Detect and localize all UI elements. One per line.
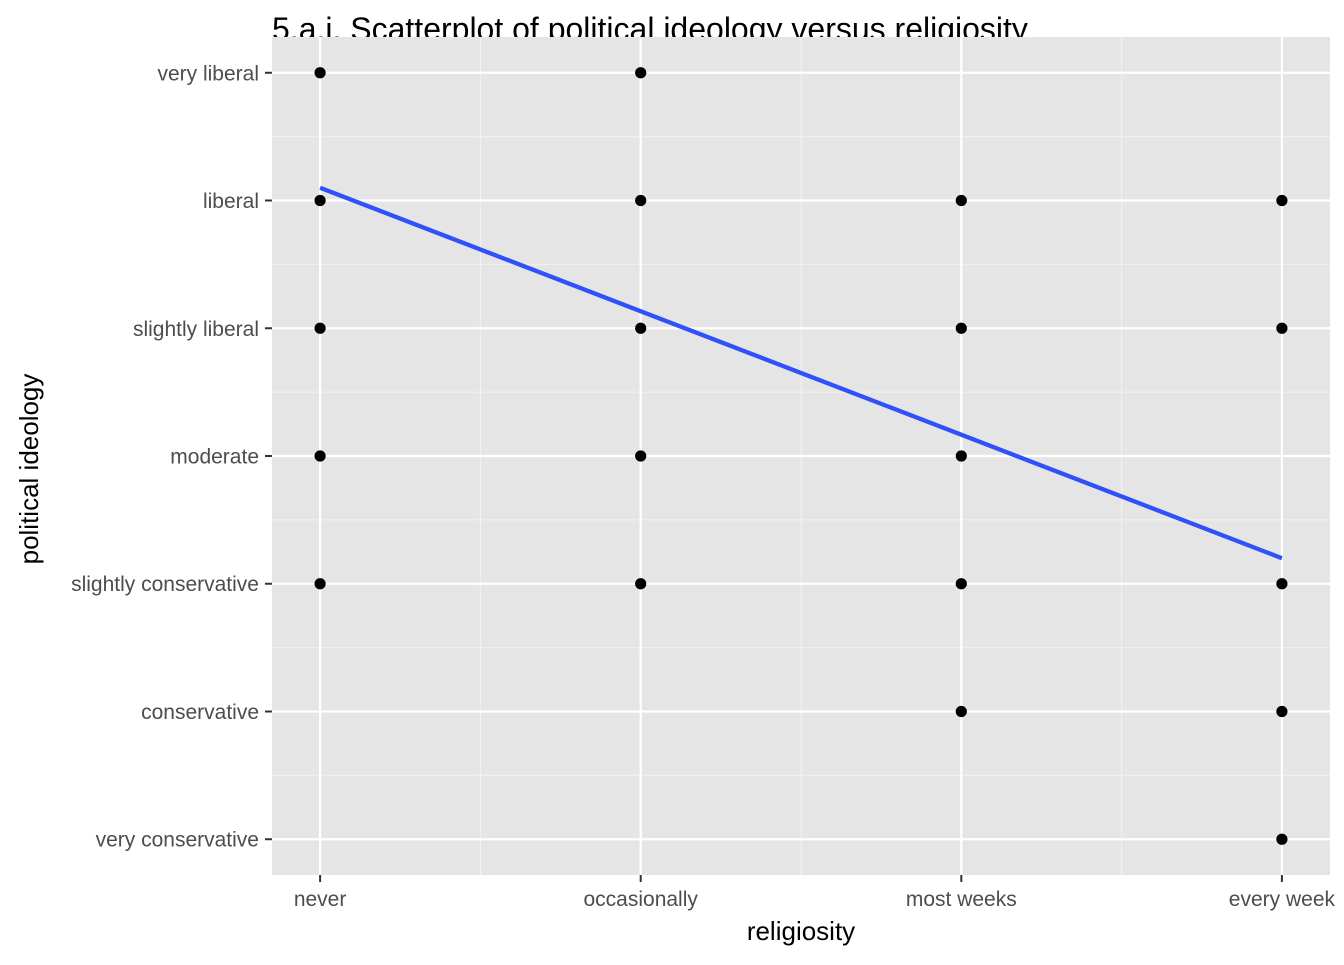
y-tick-label-very-liberal: very liberal: [157, 62, 259, 85]
data-point: [1276, 705, 1288, 718]
y-tick-label-moderate: moderate: [170, 446, 259, 469]
data-point: [1276, 833, 1288, 845]
data-point: [635, 578, 647, 590]
trend-line: [319, 185, 1283, 561]
data-point: [955, 194, 967, 207]
data-point: [314, 578, 326, 590]
data-point: [635, 322, 647, 334]
data-point: [1276, 578, 1288, 590]
trend-layer: [319, 185, 1283, 561]
x-tick-label-every-week: every week: [1229, 888, 1336, 911]
data-point: [955, 705, 967, 718]
data-point: [1276, 322, 1288, 334]
data-point: [314, 450, 326, 462]
data-point: [314, 67, 326, 79]
y-tick-label-slightly-conservative: slightly conservative: [71, 573, 259, 596]
x-tick-label-never: never: [294, 888, 347, 911]
data-point: [955, 322, 967, 334]
data-point: [955, 450, 967, 462]
data-point: [314, 194, 326, 207]
y-tick-label-slightly-liberal: slightly liberal: [133, 318, 259, 341]
y-tick-label-liberal: liberal: [203, 190, 259, 213]
axes: never occasionally most weeks every week ver…: [71, 62, 1335, 911]
data-point: [955, 578, 967, 590]
y-axis-title: political ideology: [14, 374, 44, 565]
data-points: [314, 67, 1288, 845]
x-tick-label-occasionally: occasionally: [583, 888, 698, 911]
data-point: [1276, 194, 1288, 207]
x-axis-title: religiosity: [747, 916, 855, 946]
data-point: [635, 450, 647, 462]
data-point: [314, 322, 326, 334]
data-point: [635, 67, 647, 79]
y-tick-label-very-conservative: very conservative: [96, 829, 259, 852]
data-point: [635, 194, 647, 207]
x-tick-label-most-weeks: most weeks: [906, 888, 1017, 911]
y-tick-label-conservative: conservative: [141, 701, 259, 724]
